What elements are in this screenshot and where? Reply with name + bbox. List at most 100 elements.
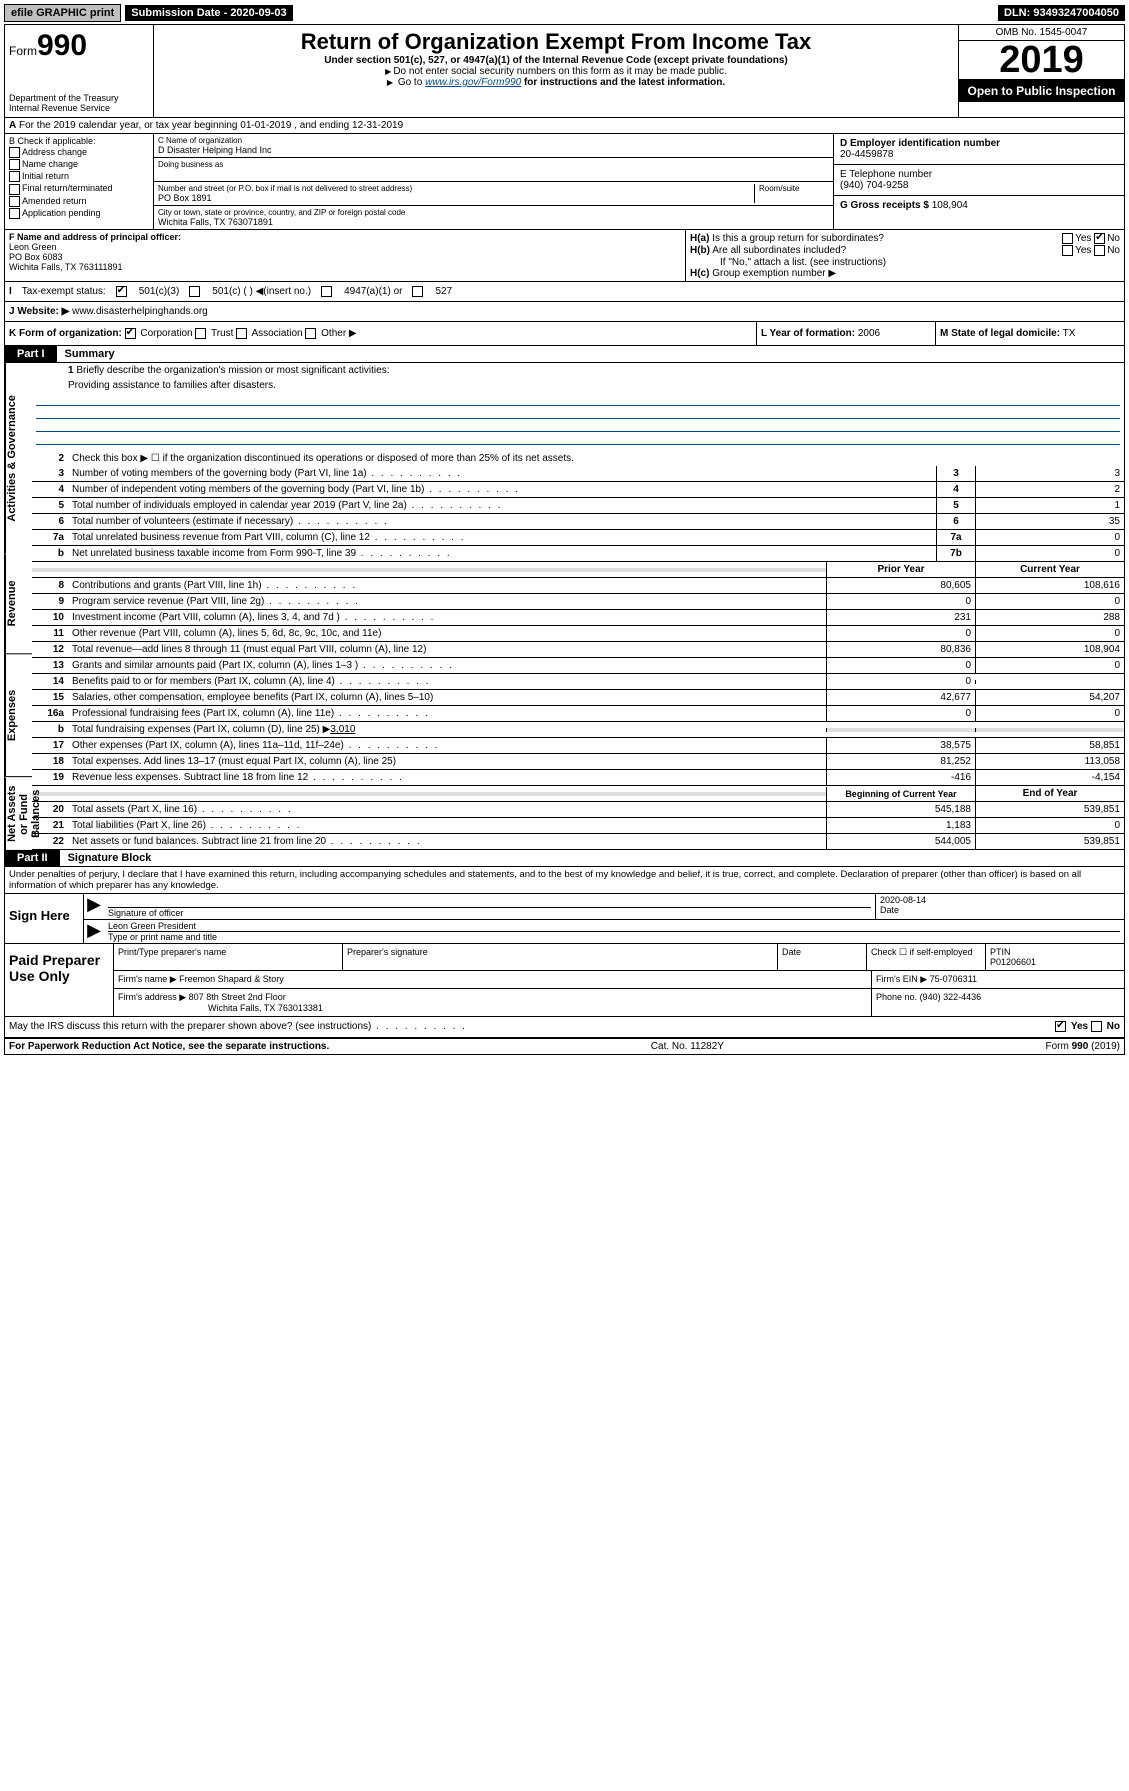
form-label: Form: [9, 44, 37, 58]
line-1: 1 Briefly describe the organization's mi…: [32, 363, 1124, 378]
chk-corp[interactable]: [125, 328, 136, 339]
irs-label: Internal Revenue Service: [9, 103, 149, 113]
paid-ptin-cell: PTINP01206601: [986, 944, 1124, 970]
chk-trust[interactable]: [195, 328, 206, 339]
l1-text: Briefly describe the organization's miss…: [76, 365, 389, 376]
l8-prior: 80,605: [826, 578, 975, 593]
side-expenses: Expenses: [5, 654, 32, 777]
discuss-text: May the IRS discuss this return with the…: [9, 1021, 1055, 1032]
footer-right: Form 990 (2019): [1046, 1041, 1120, 1052]
l22-text: Net assets or fund balances. Subtract li…: [68, 834, 826, 849]
l16a-prior: 0: [826, 706, 975, 721]
l16a-text: Professional fundraising fees (Part IX, …: [68, 706, 826, 721]
part2-header: Part II Signature Block: [5, 850, 1124, 867]
ein-value: 20-4459878: [840, 149, 893, 160]
opt-other: Other ▶: [321, 328, 356, 339]
city-cell: City or town, state or province, country…: [154, 206, 833, 229]
l21-prior: 1,183: [826, 818, 975, 833]
l5-text: Total number of individuals employed in …: [68, 498, 936, 513]
ssn-note: Do not enter social security numbers on …: [158, 66, 954, 77]
chk-527[interactable]: [412, 286, 423, 297]
opt-assoc: Association: [251, 328, 302, 339]
ha-text: Is this a group return for subordinates?: [712, 233, 884, 244]
chk-address[interactable]: Address change: [9, 147, 149, 158]
sig-name-label: Type or print name and title: [108, 932, 1120, 942]
hb-yes: Yes: [1075, 245, 1091, 256]
discuss-no-chk[interactable]: [1091, 1021, 1102, 1032]
dba-cell: Doing business as: [154, 158, 833, 182]
discuss-no: No: [1107, 1022, 1120, 1033]
form990-link[interactable]: www.irs.gov/Form990: [425, 77, 521, 88]
opt-527: 527: [435, 286, 452, 297]
city-label: City or town, state or province, country…: [158, 208, 829, 217]
l12-current: 108,904: [975, 642, 1124, 657]
l14-prior: 0: [826, 674, 975, 689]
l11-prior: 0: [826, 626, 975, 641]
top-bar: efile GRAPHIC print Submission Date - 20…: [4, 4, 1125, 22]
chk-501c3[interactable]: [116, 286, 127, 297]
l-value: 2006: [858, 328, 880, 339]
l10-text: Investment income (Part VIII, column (A)…: [68, 610, 826, 625]
l-label: L Year of formation:: [761, 328, 855, 339]
side-governance: Activities & Governance: [5, 363, 32, 554]
chk-application[interactable]: Application pending: [9, 208, 149, 219]
discuss-yes-chk[interactable]: [1055, 1021, 1066, 1032]
sig-officer: Signature of officer: [104, 894, 875, 919]
ein-label: D Employer identification number: [840, 138, 1000, 149]
form-container: Form990 Department of the Treasury Inter…: [4, 24, 1125, 1055]
chk-4947[interactable]: [321, 286, 332, 297]
l17-text: Other expenses (Part IX, column (A), lin…: [68, 738, 826, 753]
chk-initial[interactable]: Initial return: [9, 171, 149, 182]
paid-ein-cell: Firm's EIN ▶ 75-0706311: [872, 971, 1124, 988]
goto-pre: Go to: [398, 77, 425, 88]
chk-amended[interactable]: Amended return: [9, 196, 149, 207]
paid-ptin: P01206601: [990, 957, 1036, 967]
officer-addr2: Wichita Falls, TX 763111891: [9, 262, 123, 272]
l15-prior: 42,677: [826, 690, 975, 705]
paid-ein: 75-0706311: [930, 974, 977, 984]
l4-text: Number of independent voting members of …: [68, 482, 936, 497]
l21-current: 0: [975, 818, 1124, 833]
sig-date-label: Date: [880, 905, 1120, 915]
l10-current: 288: [975, 610, 1124, 625]
sig-date: 2020-08-14: [880, 895, 1120, 905]
l22-current: 539,851: [975, 834, 1124, 849]
opt-4947: 4947(a)(1) or: [344, 286, 402, 297]
l8-current: 108,616: [975, 578, 1124, 593]
col-l: L Year of formation: 2006: [757, 322, 936, 345]
chk-final[interactable]: Final return/terminated: [9, 183, 149, 194]
lines-content: 1 Briefly describe the organization's mi…: [32, 363, 1124, 850]
chk-assoc[interactable]: [236, 328, 247, 339]
efile-button[interactable]: efile GRAPHIC print: [4, 4, 121, 22]
row-j: J Website: ▶ www.disasterhelpinghands.or…: [5, 302, 1124, 322]
org-address: PO Box 1891: [158, 193, 754, 203]
l6-text: Total number of volunteers (estimate if …: [68, 514, 936, 529]
org-name-label: C Name of organization: [158, 136, 829, 145]
l20-prior: 545,188: [826, 802, 975, 817]
l9-text: Program service revenue (Part VIII, line…: [68, 594, 826, 609]
paid-addr1: 807 8th Street 2nd Floor: [189, 992, 286, 1002]
l14-current: [975, 680, 1124, 684]
form-title: Return of Organization Exempt From Incom…: [158, 29, 954, 55]
l19-text: Revenue less expenses. Subtract line 18 …: [68, 770, 826, 785]
l11-current: 0: [975, 626, 1124, 641]
form-subtitle: Under section 501(c), 527, or 4947(a)(1)…: [158, 55, 954, 66]
col-h: H(a) Is this a group return for subordin…: [686, 230, 1124, 281]
row-a-text: For the 2019 calendar year, or tax year …: [19, 120, 403, 131]
dept-treasury: Department of the Treasury: [9, 93, 149, 103]
gross-value: 108,904: [932, 200, 968, 211]
l14-text: Benefits paid to or for members (Part IX…: [68, 674, 826, 689]
website-value: www.disasterhelpinghands.org: [72, 306, 208, 317]
addr-label: Number and street (or P.O. box if mail i…: [158, 184, 754, 193]
chk-other[interactable]: [305, 328, 316, 339]
chk-name[interactable]: Name change: [9, 159, 149, 170]
l3-text: Number of voting members of the governin…: [68, 466, 936, 481]
chk-501c[interactable]: [189, 286, 200, 297]
opt-corp: Corporation: [140, 328, 192, 339]
opt-501c: 501(c) ( ) ◀(insert no.): [212, 286, 311, 297]
footer-left: For Paperwork Reduction Act Notice, see …: [9, 1041, 329, 1052]
footer: For Paperwork Reduction Act Notice, see …: [5, 1039, 1124, 1054]
begin-year-hdr: Beginning of Current Year: [826, 787, 975, 801]
l21-text: Total liabilities (Part X, line 26): [68, 818, 826, 833]
hb-note: If "No," attach a list. (see instruction…: [690, 257, 1120, 268]
